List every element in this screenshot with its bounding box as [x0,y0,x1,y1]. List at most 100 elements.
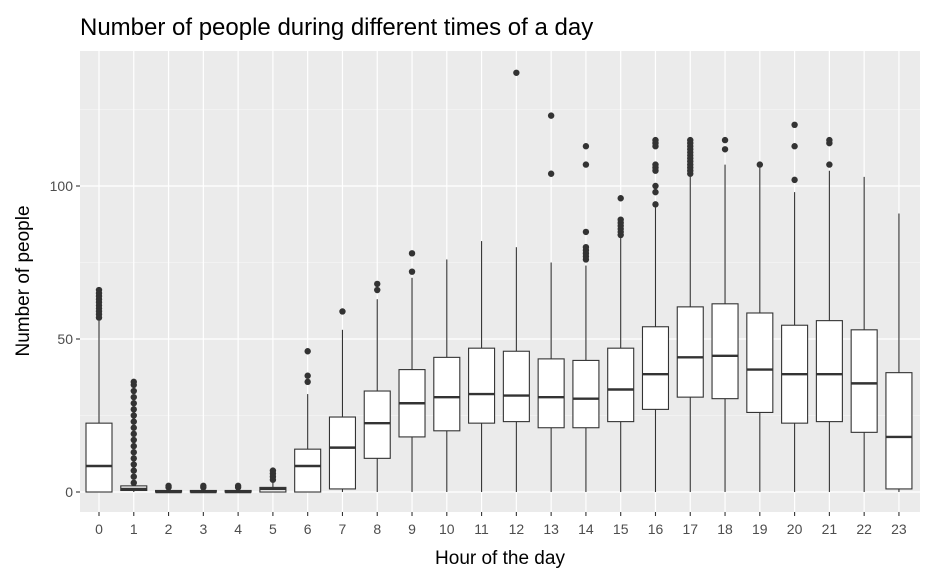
outlier-point [617,195,624,202]
y-tick-label: 100 [50,178,74,194]
x-tick-label: 12 [509,521,525,537]
outlier-point [547,170,555,177]
outlier-point [95,286,103,294]
box-group-hour-8 [363,280,391,492]
box-iqr [363,390,391,459]
outlier-point [130,455,137,462]
x-tick-label: 22 [856,521,872,537]
outlier-point [721,136,729,144]
chart-title: Number of people during different times … [80,14,593,41]
box-iqr [537,358,565,429]
box-iqr [468,347,496,424]
outlier-point [826,136,833,144]
x-tick-label: 21 [822,521,838,537]
plot-panel [80,51,920,512]
box-iqr [433,356,461,432]
outlier-point [791,176,798,184]
box-group-hour-3 [189,482,217,494]
outlier-point [130,430,137,438]
box-group-hour-14 [572,143,600,492]
outlier-point [756,161,764,168]
box-group-hour-9 [398,250,426,492]
outlier-point [130,436,137,444]
outlier-point [130,406,137,413]
outlier-point [617,216,624,223]
x-tick-label: 10 [439,521,455,537]
x-tick-label: 19 [752,521,768,537]
outlier-point [269,467,277,474]
outlier-point [304,348,311,355]
x-tick-label: 13 [543,521,559,537]
outlier-point [513,69,520,76]
y-axis-title: Number of people [13,205,34,356]
box-group-hour-10 [433,259,461,492]
box-iqr [572,359,600,429]
x-tick-label: 16 [648,521,664,537]
x-tick-label: 9 [408,521,416,537]
box-iqr [815,320,843,423]
y-tick-label: 50 [57,331,73,347]
outlier-point [130,479,137,487]
outlier-point [582,161,590,168]
x-tick-label: 18 [717,521,733,537]
outlier-point [130,467,137,474]
box-iqr [850,329,878,433]
outlier-point [652,136,659,144]
outlier-point [652,161,659,168]
y-tick-label: 0 [65,484,73,500]
box-iqr [711,303,739,400]
y-axis: 0 50 100 [50,178,80,500]
outlier-point [408,268,416,275]
outlier-point [582,228,590,236]
box-group-hour-7 [328,308,357,492]
box-group-hour-17 [676,136,704,492]
outlier-point [165,482,172,490]
outlier-point [130,412,137,419]
outlier-point [582,244,590,251]
box-iqr [885,372,913,490]
x-axis: 0 1 2 3 4 5 6 7 8 9 10 11 12 13 14 15 16 17 18 19 20 21 22 23 [95,512,907,537]
box-series [85,69,913,494]
box-iqr [676,306,704,398]
box-group-hour-18 [711,136,739,492]
box-group-hour-23 [885,213,913,492]
box-iqr [85,422,113,493]
x-axis-title: Hour of the day [435,548,565,569]
box-iqr [328,416,357,490]
box-iqr [294,448,322,493]
outlier-point [304,378,311,386]
x-tick-label: 17 [682,521,698,537]
outlier-point [234,482,242,490]
box-group-hour-21 [815,136,843,492]
x-tick-label: 20 [787,521,803,537]
box-group-hour-22 [850,176,878,492]
x-tick-label: 5 [269,521,277,537]
box-group-hour-5 [259,467,287,493]
outlier-point [130,387,137,395]
x-tick-label: 4 [234,521,242,537]
x-tick-label: 6 [304,521,312,537]
outlier-point [130,449,137,456]
box-group-hour-16 [641,136,670,492]
outlier-point [721,146,729,153]
outlier-point [200,482,207,490]
outlier-point [339,308,346,315]
outlier-point [130,473,137,480]
box-group-hour-4 [224,482,252,494]
x-tick-label: 23 [891,521,907,537]
x-tick-label: 3 [199,521,207,537]
outlier-point [374,286,381,294]
box-iqr [607,347,635,423]
box-group-hour-6 [294,348,322,493]
outlier-point [547,112,555,119]
box-group-hour-1 [120,378,148,492]
box-group-hour-0 [85,286,113,493]
outlier-point [687,136,694,144]
outlier-point [652,182,659,190]
outlier-point [130,400,137,407]
box-iqr [641,326,670,410]
outlier-point [826,161,833,168]
box-iqr [746,312,774,413]
box-group-hour-19 [746,161,774,492]
